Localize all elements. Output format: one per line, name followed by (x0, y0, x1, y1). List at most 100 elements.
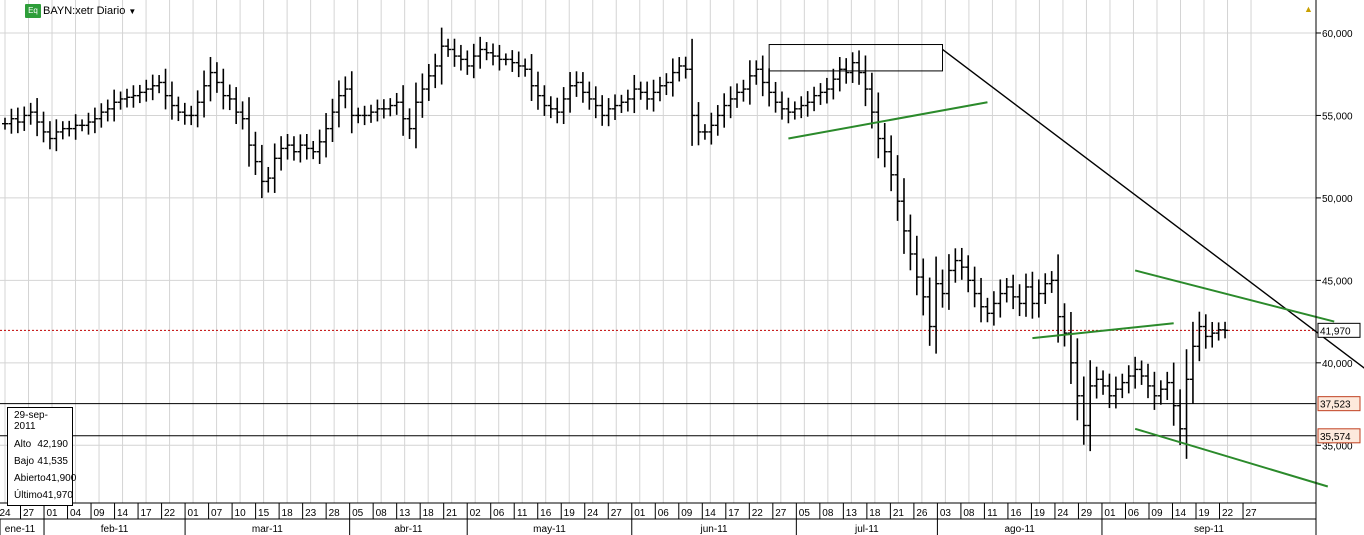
info-value: 42,190 (37, 439, 68, 450)
info-row-last: Último 41,970 (8, 488, 73, 505)
x-tick-label: 02 (470, 508, 482, 519)
ohlc-bar (201, 70, 208, 118)
x-tick-label: 08 (376, 508, 388, 519)
info-row-low: Bajo 41,535 (8, 454, 72, 471)
x-tick-label: 07 (211, 508, 223, 519)
ohlc-bar (477, 36, 484, 69)
ohlc-bar (53, 119, 60, 152)
ohlc-bar (952, 248, 959, 283)
month-label: sep-11 (1194, 524, 1224, 535)
ohlc-bar (342, 76, 349, 109)
x-tick-label: 16 (540, 508, 552, 519)
ohlc-bar (753, 60, 760, 85)
x-tick-label: 18 (869, 508, 881, 519)
ohlc-bar (226, 84, 233, 111)
chevron-down-icon[interactable]: ▼ (128, 6, 137, 16)
ohlc-bar (586, 81, 593, 110)
ohlc-bar (335, 80, 342, 128)
ohlc-bar (258, 144, 265, 199)
ohlc-bar (111, 89, 118, 122)
ohlc-bar (451, 38, 458, 67)
ohlc-bar (72, 114, 79, 140)
ohlc-bar (669, 58, 676, 97)
ohlc-bar (79, 119, 86, 132)
ohlc-bar (1209, 322, 1216, 348)
ohlc-bar (181, 102, 188, 125)
ohlc-bar (374, 99, 381, 122)
x-tick-label: 18 (282, 508, 294, 519)
x-tick-label: 19 (1198, 508, 1210, 519)
x-tick-label: 19 (564, 508, 576, 519)
ohlc-bar (856, 50, 863, 85)
ohlc-bar (965, 255, 972, 293)
ohlc-bar (1125, 365, 1132, 394)
ohlc-bar (868, 72, 875, 129)
ohlc-bar (567, 72, 574, 113)
ohlc-bar (213, 62, 220, 93)
ohlc-bar (573, 71, 580, 97)
ohlc-bar (124, 88, 131, 108)
ohlc-info-box: 29-sep-2011 Alto 42,190 Bajo 41,535 Abie… (7, 407, 76, 506)
ohlc-bar (162, 68, 169, 110)
ohlc-bar (194, 90, 201, 128)
info-value: 41,970 (42, 490, 73, 501)
ohlc-bar (271, 143, 278, 193)
ohlc-bar (425, 63, 432, 101)
ohlc-bar (894, 155, 901, 221)
x-tick-label: 09 (1151, 508, 1163, 519)
ohlc-bar (1177, 389, 1184, 446)
ohlc-bar (34, 98, 41, 137)
ohlc-bar (85, 112, 92, 135)
green-trendline (1134, 427, 1329, 488)
ohlc-bar (772, 81, 779, 113)
symbol-title[interactable]: BAYN:xetr Diario (43, 5, 126, 17)
x-tick-label: 19 (1034, 508, 1046, 519)
x-tick-label: 13 (846, 508, 858, 519)
chart-header[interactable]: Eq BAYN:xetr Diario ▼ (25, 3, 136, 19)
ohlc-bar (156, 75, 163, 94)
ohlc-bar (547, 96, 554, 119)
ohlc-bar (175, 96, 182, 122)
ohlc-bar (406, 108, 413, 140)
ohlc-bar (888, 135, 895, 192)
ohlc-bar (290, 136, 297, 161)
month-label: ago-11 (1004, 524, 1035, 535)
ohlc-bar (361, 105, 368, 126)
x-tick-label: 15 (258, 508, 270, 519)
ohlc-bar (1087, 360, 1094, 452)
ohlc-bar (130, 85, 137, 108)
month-label: mar-11 (252, 524, 283, 535)
ohlc-bar (66, 120, 73, 137)
ohlc-bar (368, 104, 375, 123)
price-label: 35,574 (1320, 432, 1351, 443)
ohlc-bar (1016, 284, 1023, 317)
x-tick-label: 05 (799, 508, 811, 519)
ohlc-bar (59, 121, 66, 140)
ohlc-bar (618, 94, 625, 113)
ohlc-bar (265, 166, 272, 193)
ohlc-bar (310, 141, 317, 160)
ohlc-bar (560, 87, 567, 125)
ohlc-bar (355, 107, 362, 124)
ohlc-bar (682, 56, 689, 79)
ohlc-bar (689, 38, 696, 146)
plot-area[interactable] (0, 0, 1316, 503)
ohlc-bar (470, 43, 477, 79)
ohlc-bar (14, 107, 21, 134)
ohlc-bar (98, 103, 105, 128)
gridlines (0, 0, 1316, 503)
ohlc-bar (984, 297, 991, 323)
ohlc-bar (1061, 303, 1068, 347)
triangle-marker-icon[interactable]: ▲ (1304, 4, 1313, 14)
x-tick-label: 27 (775, 508, 787, 519)
x-tick-label: 08 (963, 508, 975, 519)
ohlc-bar (791, 101, 798, 120)
ohlc-bar (592, 86, 599, 119)
ohlc-bar (1003, 278, 1010, 303)
ohlc-bar (534, 71, 541, 110)
ohlc-bar (252, 131, 259, 175)
ohlc-bar (778, 91, 785, 120)
ohlc-bar (348, 71, 355, 134)
ohlc-bar (393, 92, 400, 115)
